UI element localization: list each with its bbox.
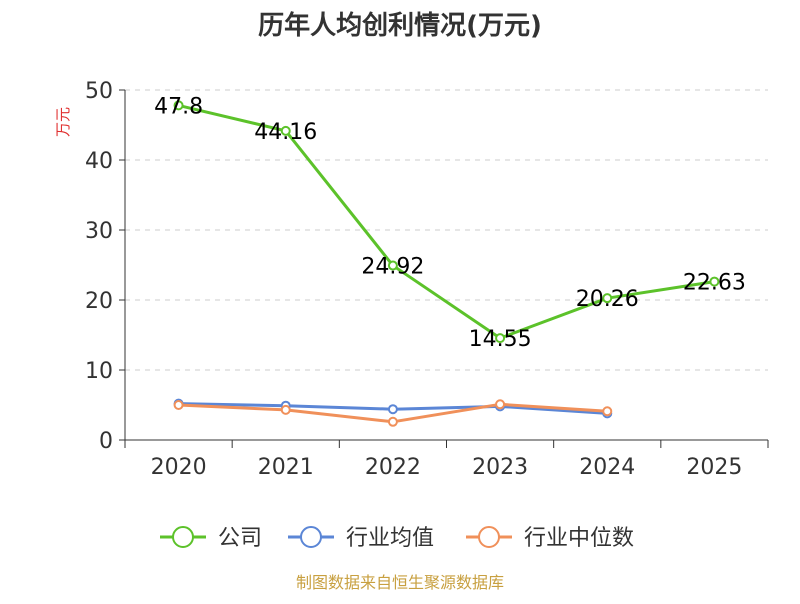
data-point[interactable]: [387, 416, 398, 427]
data-point[interactable]: [495, 399, 506, 410]
data-point[interactable]: [602, 293, 613, 304]
data-point[interactable]: [173, 400, 184, 410]
data-label: 22.63: [683, 271, 746, 296]
data-point[interactable]: [709, 276, 720, 287]
y-tick-label: 20: [85, 289, 113, 314]
x-tick-label: 2022: [365, 455, 421, 480]
legend-label: 行业中位数: [524, 526, 634, 551]
y-tick-label: 10: [85, 359, 113, 384]
data-label-layer: 47.8 44.16 24.92 14.55 20.26 22.63: [154, 94, 746, 352]
y-tick-label: 50: [85, 79, 113, 104]
data-label: 14.55: [469, 327, 532, 352]
legend-item[interactable]: 公司: [160, 526, 262, 551]
data-label: 20.26: [576, 287, 639, 312]
data-point[interactable]: [602, 406, 613, 417]
x-tick-label: 2024: [579, 455, 635, 480]
chart-title: 历年人均创利情况(万元): [258, 10, 542, 41]
legend-label: 行业均值: [346, 526, 434, 551]
y-axis-label: 万元: [54, 107, 72, 137]
data-point[interactable]: [280, 404, 291, 415]
legend-item[interactable]: 行业中位数: [466, 526, 634, 551]
grid-layer: [125, 89, 768, 371]
source-note: 制图数据来自恒生聚源数据库: [296, 573, 504, 592]
x-tick-label: 2020: [151, 455, 207, 480]
data-point[interactable]: [495, 333, 506, 344]
data-point[interactable]: [387, 260, 398, 271]
series-layer: [173, 100, 720, 427]
legend-marker: [478, 526, 500, 548]
legend-marker: [172, 526, 194, 548]
y-tick-label: 0: [99, 429, 113, 454]
legend[interactable]: 公司 行业均值 行业中位数: [160, 526, 634, 551]
legend-marker: [300, 526, 322, 548]
data-label: 47.8: [154, 94, 203, 119]
data-point[interactable]: [280, 125, 291, 136]
x-tick-label: 2023: [472, 455, 528, 480]
axis-layer: 0 10 20 30 40 50 2020 2021 2022 2023 2024 2025: [85, 79, 769, 480]
x-tick-label: 2025: [686, 455, 742, 480]
data-label: 44.16: [254, 120, 317, 145]
series-line: [178, 103, 715, 340]
data-label: 24.92: [361, 255, 424, 280]
y-tick-label: 30: [85, 219, 113, 244]
data-point[interactable]: [387, 404, 398, 415]
y-tick-label: 40: [85, 149, 113, 174]
data-point[interactable]: [173, 100, 184, 111]
x-tick-label: 2021: [258, 455, 314, 480]
legend-item[interactable]: 行业均值: [288, 526, 434, 551]
legend-label: 公司: [218, 526, 262, 551]
